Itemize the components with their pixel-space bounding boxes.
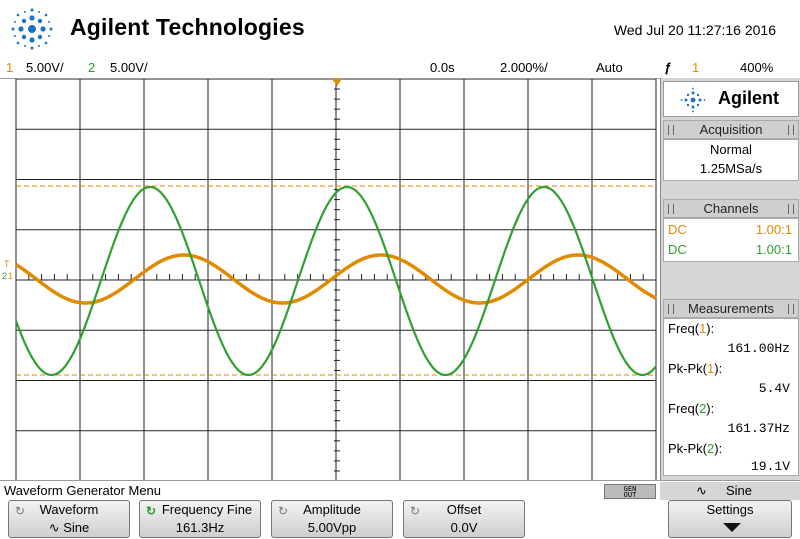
graticule-ticks [15, 79, 657, 472]
softkey-value: ∿ Sine [48, 520, 90, 535]
ch2-scale[interactable]: 5.00V/ [110, 60, 148, 75]
gen-out-line2: OUT [623, 491, 637, 499]
meas-label-end: ): [706, 401, 715, 416]
acquisition-body: Normal 1.25MSa/s [663, 139, 799, 181]
panel-bracket-icon [668, 304, 674, 314]
measurement-pkpk-2: Pk-Pk(2): 19.1V [664, 441, 798, 477]
measurements-title: Measurements [688, 301, 774, 316]
offset-softkey[interactable]: ↻ Offset 0.0V [403, 500, 525, 538]
channels-title: Channels [703, 201, 759, 216]
channel-row-1: DC 1.00:1 [664, 220, 798, 240]
sine-wave-icon: ∿ [696, 483, 707, 498]
ch1-ground-marker: 1 [8, 271, 13, 281]
panel-bracket-icon [788, 125, 794, 135]
acquisition-title: Acquisition [699, 122, 763, 137]
time-scale[interactable]: 2.000%/ [500, 60, 548, 75]
time-delay[interactable]: 0.0s [430, 60, 455, 75]
softkey-label: Amplitude [303, 502, 361, 517]
panel-bracket-icon [668, 125, 674, 135]
rotate-knob-icon: ↻ [278, 504, 289, 518]
rotate-knob-icon: ↻ [410, 504, 421, 518]
meas-channel: 1 [699, 321, 707, 336]
softkey-menu: Waveform Generator Menu GEN OUT ∿ Sine ↻… [0, 480, 800, 539]
meas-value: 5.4V [758, 381, 790, 396]
settings-softkey[interactable]: Settings [668, 500, 792, 538]
waveform-indicator-label: Sine [726, 483, 753, 498]
ch2-probe: 1.00:1 [755, 242, 792, 257]
trigger-edge-icon: ƒ [664, 60, 672, 75]
softkey-value: 5.00Vpp [307, 520, 357, 535]
ch2-number[interactable]: 2 [88, 60, 96, 75]
datetime: Wed Jul 20 11:27:16 2016 [613, 22, 776, 38]
waveform-softkey[interactable]: ↻ Waveform ∿ Sine [8, 500, 130, 538]
meas-value: 161.00Hz [727, 341, 790, 356]
agilent-spark-icon [680, 87, 706, 113]
measurement-freq-2: Freq(2): 161.37Hz [664, 401, 798, 439]
agilent-logo-icon [11, 8, 53, 50]
submenu-arrow-icon [723, 523, 741, 532]
ch1-coupling: DC [668, 222, 687, 237]
measurements-header[interactable]: Measurements [663, 299, 799, 318]
scope-display[interactable]: T 2 1 [0, 78, 660, 481]
softkey-label: Waveform [39, 502, 99, 517]
amplitude-softkey[interactable]: ↻ Amplitude 5.00Vpp [271, 500, 393, 538]
trigger-mode[interactable]: Auto [596, 60, 623, 75]
trigger-source[interactable]: 1 [692, 60, 700, 75]
measurement-freq-1: Freq(1): 161.00Hz [664, 321, 798, 359]
side-panel: Agilent Acquisition Normal 1.25MSa/s Cha… [660, 78, 800, 480]
rotate-knob-icon: ↻ [146, 504, 157, 518]
channels-body: DC 1.00:1 DC 1.00:1 [663, 218, 799, 262]
ch2-coupling: DC [668, 242, 687, 257]
waveform-indicator: ∿ Sine [660, 482, 800, 500]
acquisition-header[interactable]: Acquisition [663, 120, 799, 139]
softkey-value: 161.3Hz [175, 520, 225, 535]
waveform-graph: T 2 1 [2, 79, 657, 481]
meas-label: Freq( [668, 401, 700, 416]
acquisition-mode: Normal [710, 142, 752, 157]
channel-row-2: DC 1.00:1 [664, 240, 798, 260]
softkey-label: Settings [706, 502, 754, 517]
ch1-trace [15, 253, 657, 305]
side-brand: Agilent [718, 88, 779, 108]
meas-label-end: ): [714, 441, 723, 456]
meas-label-end: ): [714, 361, 723, 376]
status-line: 1 5.00V/ 2 5.00V/ 0.0s 2.000%/ Auto ƒ 1 … [0, 58, 800, 78]
softkey-label: Offset [446, 502, 482, 517]
meas-channel: 2 [699, 401, 707, 416]
ch2-ground-marker: 2 [2, 271, 7, 281]
panel-bracket-icon [788, 304, 794, 314]
softkey-label: Frequency Fine [161, 502, 253, 517]
meas-channel: 2 [707, 441, 715, 456]
ch1-probe: 1.00:1 [755, 222, 792, 237]
header: Agilent Technologies Wed Jul 20 11:27:16… [0, 0, 800, 58]
brand-title: Agilent Technologies [70, 14, 305, 40]
ch1-number[interactable]: 1 [6, 60, 14, 75]
softkey-value: 0.0V [450, 520, 478, 535]
meas-label: Freq( [668, 321, 700, 336]
meas-value: 161.37Hz [727, 421, 790, 436]
frequency-fine-softkey[interactable]: ↻ Frequency Fine 161.3Hz [139, 500, 261, 538]
ch2-trace [14, 185, 657, 377]
channels-header[interactable]: Channels [663, 199, 799, 218]
meas-value: 19.1V [750, 459, 790, 474]
meas-channel: 1 [707, 361, 715, 376]
trigger-level[interactable]: 400% [740, 60, 774, 75]
meas-label: Pk-Pk( [668, 361, 707, 376]
gen-out-indicator[interactable]: GEN OUT [604, 484, 656, 499]
trigger-level-marker: T [4, 259, 10, 269]
measurements-body: Freq(1): 161.00Hz Pk-Pk(1): 5.4V Freq(2)… [663, 318, 799, 476]
panel-bracket-icon [668, 204, 674, 214]
acquisition-rate: 1.25MSa/s [699, 161, 763, 176]
menu-title: Waveform Generator Menu [4, 483, 162, 498]
meas-label: Pk-Pk( [668, 441, 707, 456]
gen-out-line1: GEN [623, 485, 637, 493]
panel-bracket-icon [788, 204, 794, 214]
trigger-position-marker [332, 79, 342, 86]
side-logo: Agilent [663, 81, 799, 117]
measurement-pkpk-1: Pk-Pk(1): 5.4V [664, 361, 798, 399]
ch1-scale[interactable]: 5.00V/ [26, 60, 64, 75]
rotate-knob-icon: ↻ [15, 504, 26, 518]
meas-label-end: ): [706, 321, 715, 336]
